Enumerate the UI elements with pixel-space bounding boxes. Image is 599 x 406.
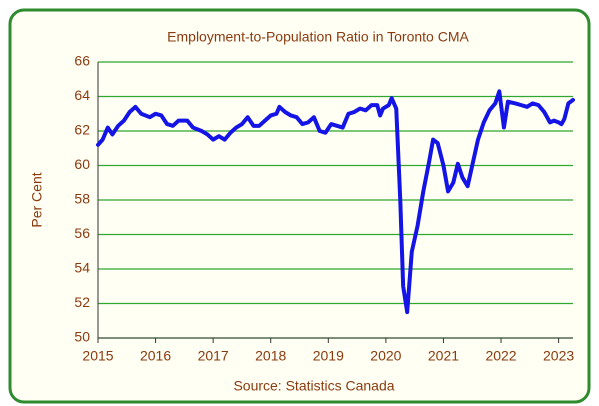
x-tick-label: 2023 [543, 348, 574, 364]
source-note: Source: Statistics Canada [233, 378, 394, 394]
chart-frame [8, 8, 591, 404]
y-tick-label: 62 [74, 122, 90, 138]
y-tick-label: 66 [74, 53, 90, 69]
x-tick-label: 2019 [313, 348, 344, 364]
x-tick-label: 2020 [370, 348, 401, 364]
y-axis-label: Per Cent [29, 172, 45, 227]
x-tick-label: 2022 [485, 348, 516, 364]
y-tick-label: 64 [74, 87, 90, 103]
x-tick-label: 2016 [140, 348, 171, 364]
x-tick-label: 2015 [82, 348, 113, 364]
y-tick-label: 52 [74, 294, 90, 310]
y-tick-label: 50 [74, 329, 90, 345]
y-tick-label: 56 [74, 225, 90, 241]
x-tick-label: 2017 [198, 348, 229, 364]
y-tick-label: 60 [74, 156, 90, 172]
y-tick-label: 58 [74, 191, 90, 207]
y-tick-label: 54 [74, 260, 90, 276]
x-tick-label: 2018 [255, 348, 286, 364]
data-line [96, 89, 575, 315]
x-tick-label: 2021 [428, 348, 459, 364]
chart-title: Employment-to-Population Ratio in Toront… [167, 29, 469, 45]
